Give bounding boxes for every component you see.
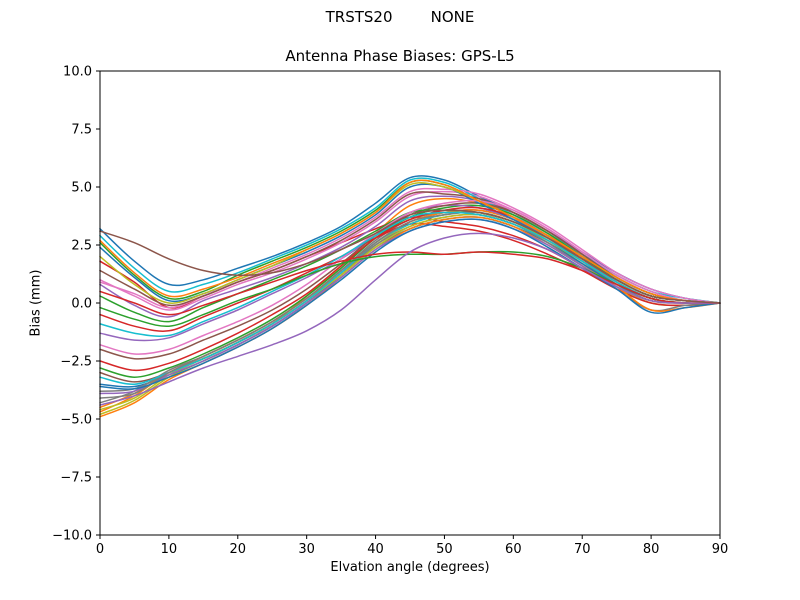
series-line-36	[99, 209, 721, 304]
x-tick-label: 60	[505, 542, 522, 557]
y-tick-label: −2.5	[60, 355, 92, 370]
y-tick-label: 10.0	[63, 65, 92, 80]
x-tick-label: 50	[436, 542, 453, 557]
y-axis-label: Bias (mm)	[28, 269, 44, 337]
y-tick-label: −7.5	[60, 471, 92, 486]
y-tick-label: 5.0	[71, 181, 92, 196]
x-tick-label: 0	[96, 542, 104, 557]
x-axis-label: Elvation angle (degrees)	[330, 560, 490, 575]
plot-title: Antenna Phase Biases: GPS-L5	[285, 47, 515, 65]
y-tick-label: −10.0	[52, 529, 92, 544]
x-tick-label: 10	[161, 542, 178, 557]
y-tick-label: 7.5	[71, 123, 92, 138]
y-tick-label: −5.0	[60, 413, 92, 428]
series-line-32	[99, 179, 721, 304]
x-tick-label: 70	[574, 542, 591, 557]
x-tick-label: 80	[643, 542, 660, 557]
x-tick-label: 30	[298, 542, 315, 557]
x-tick-label: 90	[712, 542, 729, 557]
series-line-35	[99, 232, 721, 406]
plot-suptitle: TRSTS20 NONE	[325, 8, 475, 26]
plot-area	[100, 71, 720, 535]
series-line-27	[99, 199, 721, 355]
x-tick-label: 40	[367, 542, 384, 557]
x-tick-label: 20	[230, 542, 247, 557]
series-line-31	[99, 218, 721, 390]
y-tick-label: 2.5	[71, 239, 92, 254]
y-tick-label: 0.0	[71, 297, 92, 312]
series-line-30	[99, 211, 721, 337]
